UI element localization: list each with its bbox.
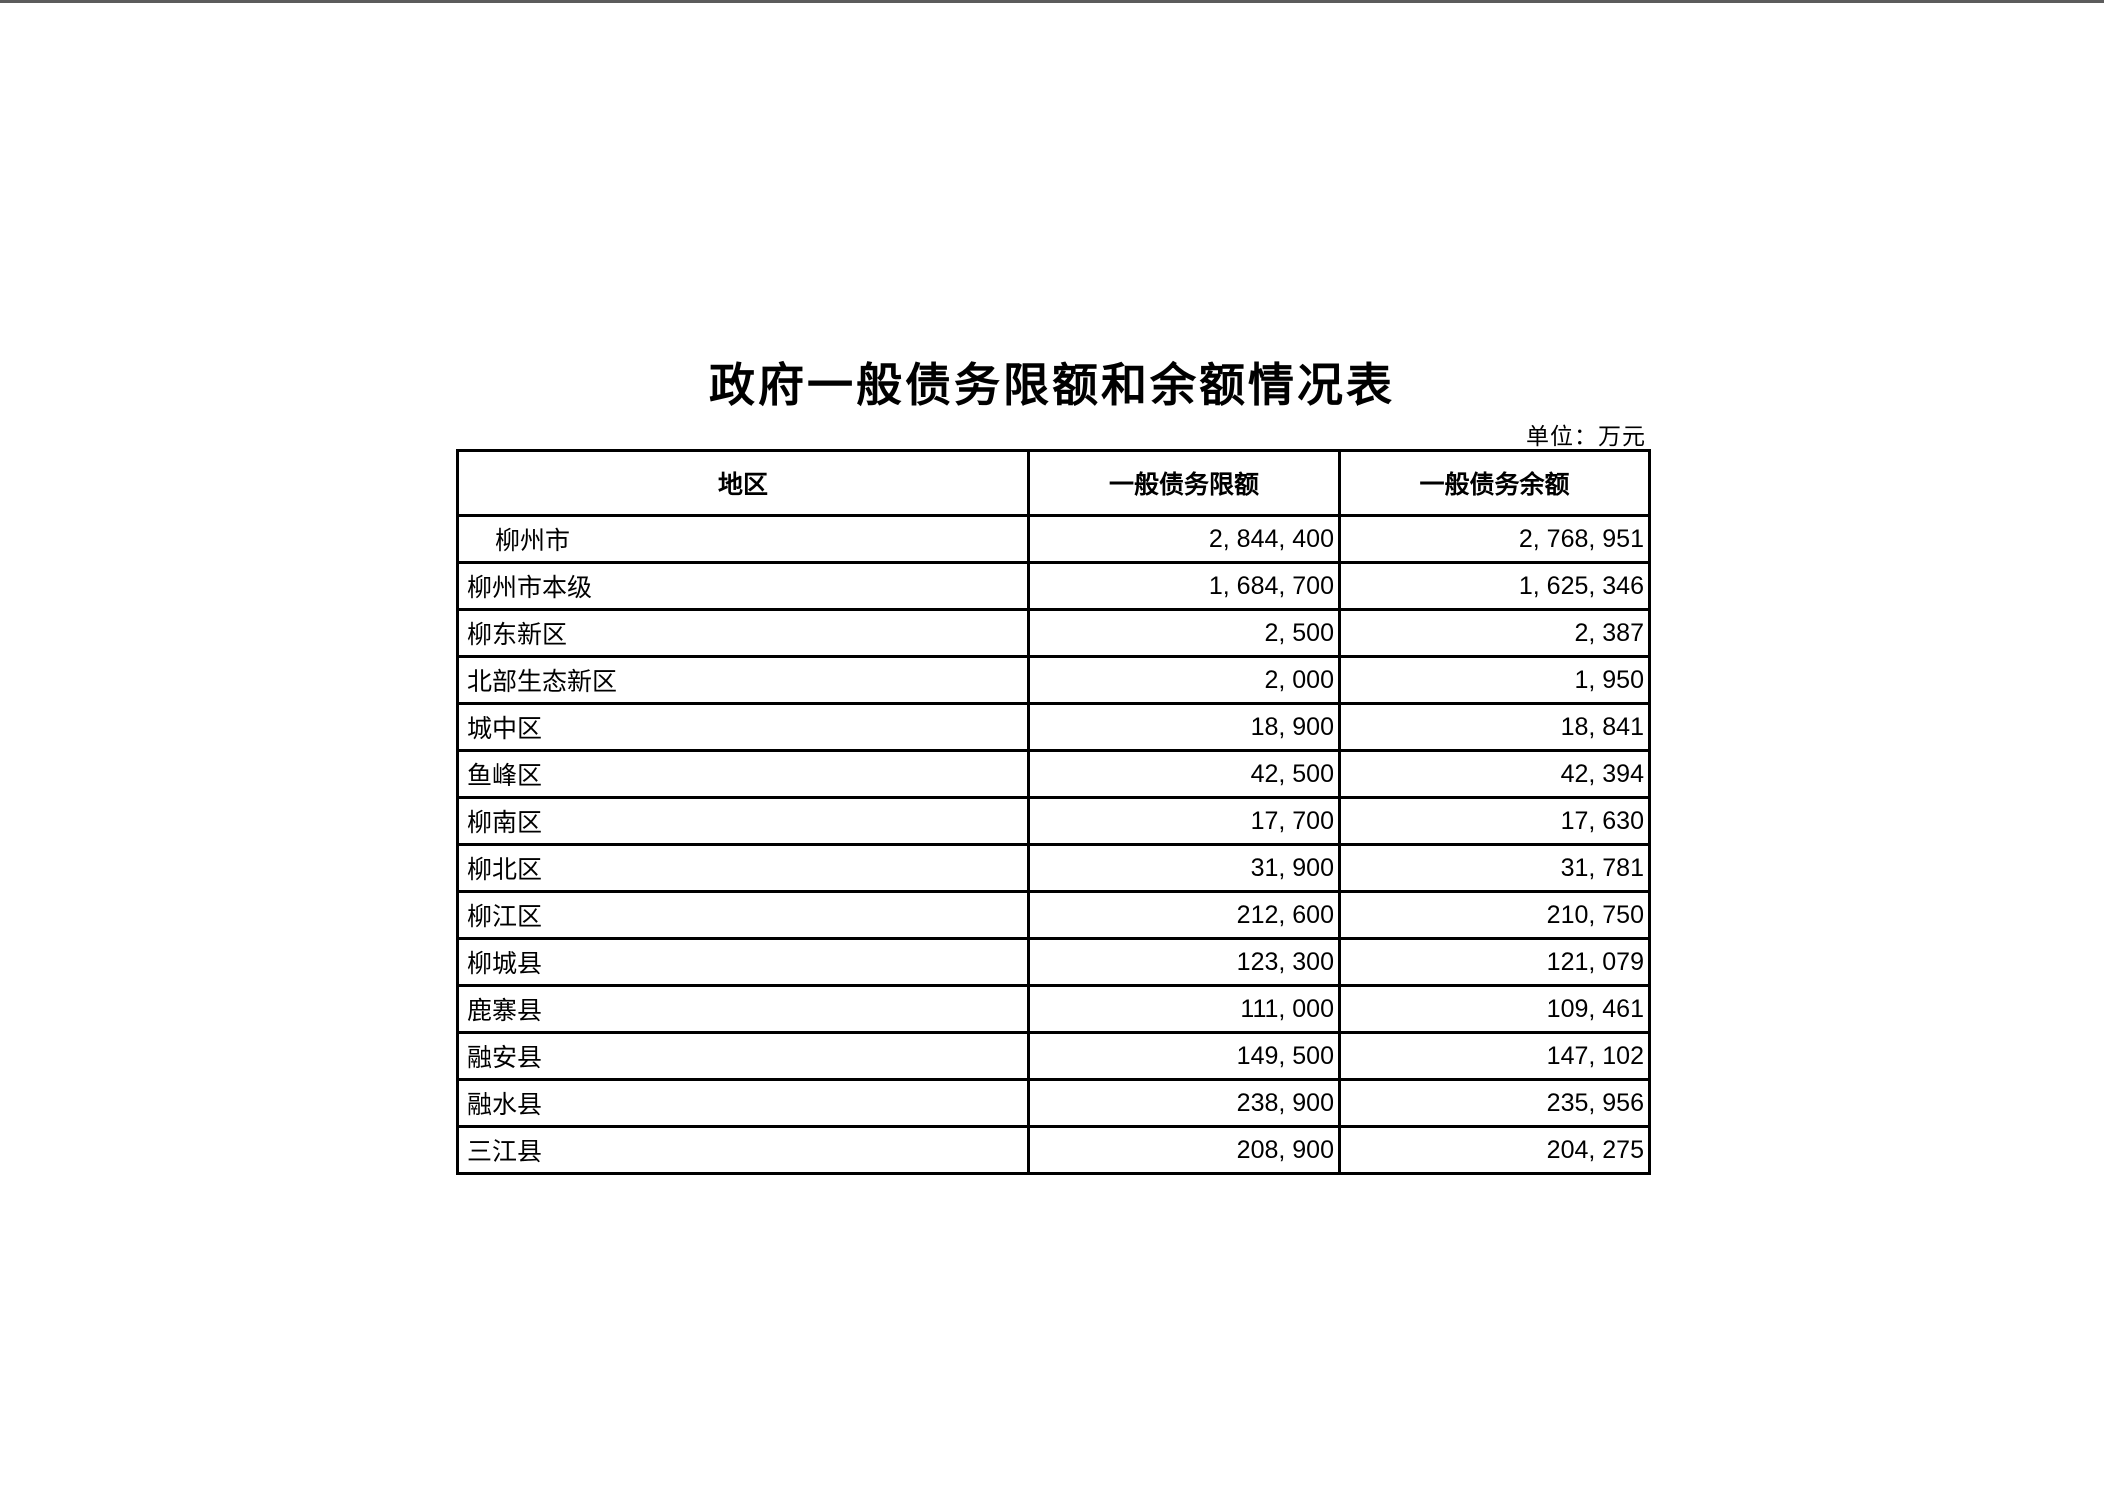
- limit-cell: 2, 000: [1027, 655, 1341, 705]
- column-header-limit: 一般债务限额: [1027, 449, 1341, 517]
- balance-cell: 1, 625, 346: [1338, 561, 1651, 611]
- table-row: 柳北区 31, 900 31, 781: [456, 843, 1651, 893]
- limit-cell: 2, 500: [1027, 608, 1341, 658]
- region-cell: 三江县: [456, 1125, 1030, 1175]
- table-row: 城中区 18, 900 18, 841: [456, 702, 1651, 752]
- region-cell: 融安县: [456, 1031, 1030, 1081]
- balance-cell: 109, 461: [1338, 984, 1651, 1034]
- table-header: 地区 一般债务限额 一般债务余额: [456, 449, 1651, 517]
- table-row: 柳江区 212, 600 210, 750: [456, 890, 1651, 940]
- balance-cell: 147, 102: [1338, 1031, 1651, 1081]
- region-cell: 鱼峰区: [456, 749, 1030, 799]
- balance-cell: 31, 781: [1338, 843, 1651, 893]
- table-row: 柳东新区 2, 500 2, 387: [456, 608, 1651, 658]
- balance-cell: 2, 768, 951: [1338, 514, 1651, 564]
- limit-cell: 111, 000: [1027, 984, 1341, 1034]
- region-cell: 柳北区: [456, 843, 1030, 893]
- balance-cell: 204, 275: [1338, 1125, 1651, 1175]
- page-title: 政府一般债务限额和余额情况表: [709, 359, 1395, 411]
- balance-cell: 17, 630: [1338, 796, 1651, 846]
- limit-cell: 17, 700: [1027, 796, 1341, 846]
- table-row: 鹿寨县 111, 000 109, 461: [456, 984, 1651, 1034]
- limit-cell: 18, 900: [1027, 702, 1341, 752]
- limit-cell: 31, 900: [1027, 843, 1341, 893]
- table-row: 融安县 149, 500 147, 102: [456, 1031, 1651, 1081]
- table-body: 柳州市 2, 844, 400 2, 768, 951 柳州市本级 1, 684, 70…: [456, 514, 1651, 1175]
- limit-cell: 1, 684, 700: [1027, 561, 1341, 611]
- region-cell: 北部生态新区: [456, 655, 1030, 705]
- table-row: 柳州市 2, 844, 400 2, 768, 951: [456, 514, 1651, 564]
- table-row: 三江县 208, 900 204, 275: [456, 1125, 1651, 1175]
- limit-cell: 149, 500: [1027, 1031, 1341, 1081]
- limit-cell: 208, 900: [1027, 1125, 1341, 1175]
- region-cell: 柳南区: [456, 796, 1030, 846]
- region-cell: 融水县: [456, 1078, 1030, 1128]
- region-cell: 柳州市: [456, 514, 1030, 564]
- debt-table: 地区 一般债务限额 一般债务余额 柳州市 2, 844, 400 2, 768, 9…: [456, 449, 1651, 1175]
- table-row: 柳南区 17, 700 17, 630: [456, 796, 1651, 846]
- region-cell: 柳城县: [456, 937, 1030, 987]
- table-row: 融水县 238, 900 235, 956: [456, 1078, 1651, 1128]
- limit-cell: 42, 500: [1027, 749, 1341, 799]
- balance-cell: 121, 079: [1338, 937, 1651, 987]
- column-header-region: 地区: [456, 449, 1030, 517]
- table-row: 北部生态新区 2, 000 1, 950: [456, 655, 1651, 705]
- table-row: 鱼峰区 42, 500 42, 394: [456, 749, 1651, 799]
- table-row: 柳州市本级 1, 684, 700 1, 625, 346: [456, 561, 1651, 611]
- limit-cell: 2, 844, 400: [1027, 514, 1341, 564]
- window-top-edge: [0, 0, 2104, 3]
- limit-cell: 212, 600: [1027, 890, 1341, 940]
- header-row: 地区 一般债务限额 一般债务余额: [456, 449, 1651, 517]
- table-row: 柳城县 123, 300 121, 079: [456, 937, 1651, 987]
- region-cell: 城中区: [456, 702, 1030, 752]
- balance-cell: 42, 394: [1338, 749, 1651, 799]
- unit-label: 单位：万元: [1526, 423, 1646, 449]
- limit-cell: 123, 300: [1027, 937, 1341, 987]
- limit-cell: 238, 900: [1027, 1078, 1341, 1128]
- balance-cell: 2, 387: [1338, 608, 1651, 658]
- balance-cell: 235, 956: [1338, 1078, 1651, 1128]
- region-cell: 柳州市本级: [456, 561, 1030, 611]
- region-cell: 柳江区: [456, 890, 1030, 940]
- balance-cell: 1, 950: [1338, 655, 1651, 705]
- region-cell: 柳东新区: [456, 608, 1030, 658]
- region-cell: 鹿寨县: [456, 984, 1030, 1034]
- column-header-balance: 一般债务余额: [1338, 449, 1651, 517]
- balance-cell: 210, 750: [1338, 890, 1651, 940]
- balance-cell: 18, 841: [1338, 702, 1651, 752]
